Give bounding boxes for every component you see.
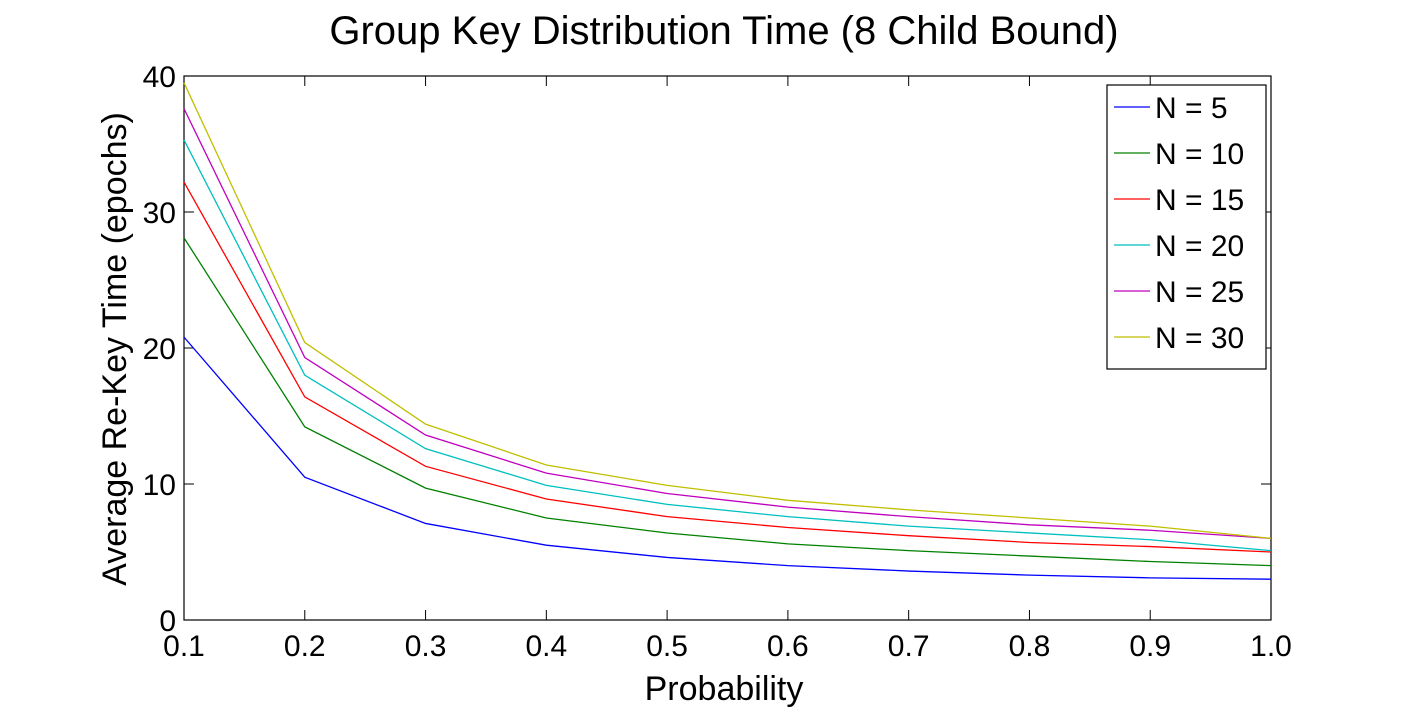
x-tick-label: 0.2 [284, 630, 326, 663]
series-line-0 [183, 336, 1272, 580]
plot-area: 0.1 0.2 0.3 0.4 0.5 0.6 0.7 0.8 0.9 1.0 0 10 20 30 40 [143, 61, 1292, 663]
legend: N = 5 N = 10 N = 15 N = 20 N = 25 N = 30 [1106, 84, 1267, 370]
series-line-2 [183, 181, 1272, 553]
legend-label: N = 10 [1155, 138, 1244, 171]
y-axis-label: Average Re-Key Time (epochs) [96, 112, 134, 586]
x-tick-label: 0.7 [888, 630, 930, 663]
x-tick-label: 0.8 [1009, 630, 1051, 663]
y-tick-label: 30 [143, 197, 176, 230]
chart-title: Group Key Distribution Time (8 Child Bou… [329, 9, 1118, 53]
x-tick-label: 0.5 [646, 630, 688, 663]
x-tick-label: 0.3 [405, 630, 447, 663]
legend-label: N = 25 [1155, 276, 1244, 309]
y-tick-label: 40 [143, 61, 176, 94]
legend-label: N = 15 [1155, 184, 1244, 217]
legend-label: N = 20 [1155, 230, 1244, 263]
plot-frame [183, 75, 1272, 621]
legend-label: N = 30 [1155, 322, 1244, 355]
series-line-5 [183, 82, 1272, 540]
y-tick-label: 0 [159, 605, 176, 638]
series-line-3 [183, 139, 1272, 552]
legend-box [1106, 84, 1267, 370]
x-tick-label: 0.9 [1129, 630, 1171, 663]
x-axis-label: Probability [645, 670, 804, 708]
series-line-4 [183, 108, 1272, 540]
y-tick-label: 20 [143, 333, 176, 366]
x-tick-label: 0.4 [525, 630, 567, 663]
y-tick-label: 10 [143, 469, 176, 502]
x-tick-label: 0.6 [767, 630, 809, 663]
legend-label: N = 5 [1155, 92, 1228, 125]
series-line-1 [183, 237, 1272, 567]
x-tick-label: 1.0 [1250, 630, 1292, 663]
x-tick-label: 0.1 [163, 630, 205, 663]
